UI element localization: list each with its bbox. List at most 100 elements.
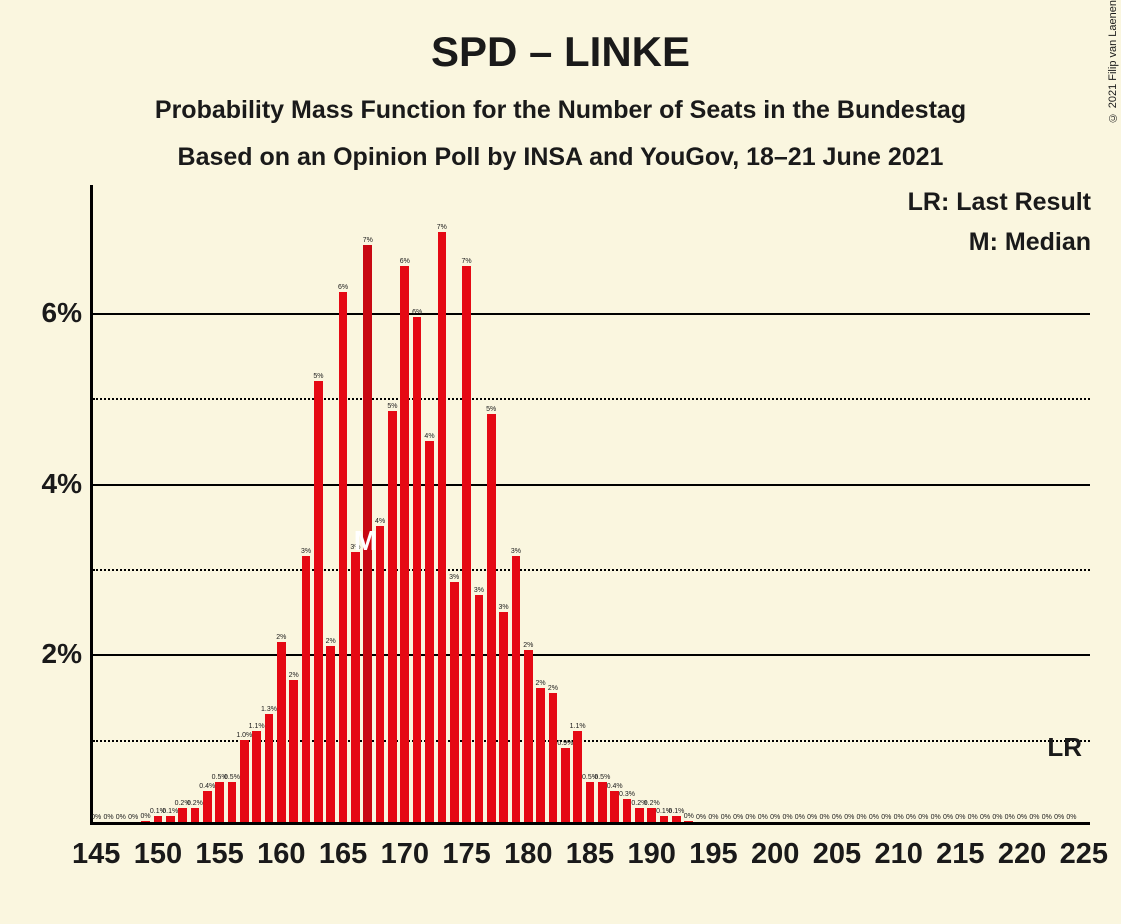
bar: 5% xyxy=(388,411,397,822)
bar-value-label: 0% xyxy=(1054,814,1064,822)
gridline-dotted xyxy=(93,398,1090,400)
y-axis-line xyxy=(90,185,93,825)
bar: 4% xyxy=(425,441,434,822)
x-tick-label: 180 xyxy=(504,838,552,871)
y-tick-label: 6% xyxy=(42,297,82,329)
bar-value-label: 0% xyxy=(869,814,879,822)
bar-value-label: 0% xyxy=(758,814,768,822)
bar-value-label: 7% xyxy=(437,224,447,232)
copyright-text: © 2021 Filip van Laenen xyxy=(1107,0,1119,123)
x-tick-label: 160 xyxy=(257,838,305,871)
y-tick-label: 2% xyxy=(42,638,82,670)
bar-value-label: 1.1% xyxy=(249,723,265,731)
chart-title: SPD – LINKE xyxy=(0,28,1121,76)
bar-value-label: 0% xyxy=(103,814,113,822)
bar-value-label: 0% xyxy=(733,814,743,822)
x-tick-label: 155 xyxy=(195,838,243,871)
bar-value-label: 0% xyxy=(955,814,965,822)
bar-value-label: 2% xyxy=(536,680,546,688)
bar-value-label: 0.2% xyxy=(644,800,660,808)
bar-value-label: 0% xyxy=(770,814,780,822)
bar: 2% xyxy=(524,650,533,822)
bar-value-label: 0.9% xyxy=(557,740,573,748)
bar-value-label: 0% xyxy=(807,814,817,822)
bar: 2% xyxy=(326,646,335,822)
bar-value-label: 0% xyxy=(795,814,805,822)
bar-value-label: 0.4% xyxy=(607,783,623,791)
bar-value-label: 0% xyxy=(1005,814,1015,822)
bar: 3% xyxy=(351,552,360,822)
bar: 0.2% xyxy=(178,808,187,822)
bar: 7% xyxy=(438,232,447,822)
bar-value-label: 5% xyxy=(486,406,496,414)
x-tick-label: 220 xyxy=(998,838,1046,871)
bar: 0.5% xyxy=(598,782,607,822)
bar-value-label: 3% xyxy=(301,548,311,556)
bar: 0.1% xyxy=(154,816,163,822)
gridline-solid xyxy=(93,313,1090,315)
bar: 0.1% xyxy=(166,816,175,822)
x-tick-label: 185 xyxy=(566,838,614,871)
bar-value-label: 3% xyxy=(499,604,509,612)
bar: 3% xyxy=(302,556,311,822)
bar-value-label: 2% xyxy=(276,634,286,642)
bar: 6% xyxy=(339,292,348,822)
bar: 2% xyxy=(289,680,298,822)
bar: 3% xyxy=(499,612,508,822)
x-tick-label: 150 xyxy=(134,838,182,871)
x-axis-line xyxy=(90,822,1090,825)
bar: 3% xyxy=(475,595,484,822)
bar: 2% xyxy=(549,693,558,822)
x-tick-label: 215 xyxy=(936,838,984,871)
bar-value-label: 7% xyxy=(461,258,471,266)
chart: 2%4%6%1451501551601651701751801851901952… xyxy=(90,185,1090,825)
bar: 0.4% xyxy=(610,791,619,822)
bar: 0% xyxy=(684,821,693,822)
bar-value-label: 4% xyxy=(424,433,434,441)
bar: 0.2% xyxy=(191,808,200,822)
bar-value-label: 5% xyxy=(387,403,397,411)
bar-value-label: 0% xyxy=(968,814,978,822)
bar-value-label: 0.4% xyxy=(199,783,215,791)
bar-value-label: 0% xyxy=(128,814,138,822)
bar-value-label: 0% xyxy=(931,814,941,822)
bar-value-label: 2% xyxy=(523,642,533,650)
bar-value-label: 7% xyxy=(363,237,373,245)
bar-value-label: 1.0% xyxy=(236,732,252,740)
bar-value-label: 0% xyxy=(1017,814,1027,822)
title-block: SPD – LINKE Probability Mass Function fo… xyxy=(0,0,1121,172)
bar: 7% xyxy=(462,266,471,822)
bar-value-label: 2% xyxy=(289,672,299,680)
bar-value-label: 0% xyxy=(708,814,718,822)
bar-value-label: 3% xyxy=(511,548,521,556)
bar-value-label: 0% xyxy=(906,814,916,822)
bar-value-label: 0% xyxy=(1029,814,1039,822)
y-tick-label: 4% xyxy=(42,468,82,500)
x-tick-label: 225 xyxy=(1060,838,1108,871)
bar: 0.5% xyxy=(586,782,595,822)
bar-value-label: 0.1% xyxy=(162,808,178,816)
bar-value-label: 0.2% xyxy=(187,800,203,808)
gridline-solid xyxy=(93,484,1090,486)
bar-value-label: 3% xyxy=(474,587,484,595)
bar-value-label: 0% xyxy=(918,814,928,822)
bar: 3% xyxy=(450,582,459,822)
chart-subtitle-2: Based on an Opinion Poll by INSA and You… xyxy=(0,143,1121,172)
x-tick-label: 170 xyxy=(381,838,429,871)
bar: 5% xyxy=(314,381,323,822)
x-tick-label: 200 xyxy=(751,838,799,871)
bar: 2% xyxy=(536,688,545,822)
chart-subtitle-1: Probability Mass Function for the Number… xyxy=(0,96,1121,125)
bar-value-label: 0% xyxy=(857,814,867,822)
bar-value-label: 6% xyxy=(412,309,422,317)
bar-value-label: 0% xyxy=(992,814,1002,822)
bar-value-label: 0% xyxy=(684,813,694,821)
bar-value-label: 0% xyxy=(832,814,842,822)
bar-value-label: 5% xyxy=(313,373,323,381)
plot-area: 2%4%6%1451501551601651701751801851901952… xyxy=(90,185,1090,825)
bar-value-label: 3% xyxy=(449,574,459,582)
bar-value-label: 0% xyxy=(696,814,706,822)
bar-value-label: 0% xyxy=(1042,814,1052,822)
bar: 1.0% xyxy=(240,740,249,822)
x-tick-label: 175 xyxy=(442,838,490,871)
